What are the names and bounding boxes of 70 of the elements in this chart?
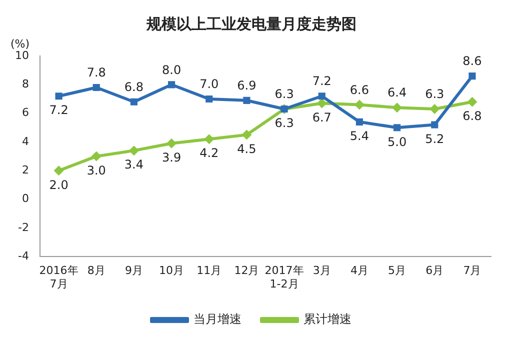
y-tick-label: -4: [18, 249, 29, 262]
point: [316, 98, 327, 108]
point: [130, 98, 138, 106]
point: [92, 84, 100, 92]
point: [54, 166, 64, 176]
x-tick-label: 10月: [159, 264, 184, 278]
point: [91, 151, 102, 162]
x-tick-label: 2017年 1-2月: [264, 264, 304, 290]
data-label: 5.0: [387, 134, 407, 149]
point: [430, 104, 440, 114]
data-label: 6.9: [237, 78, 256, 93]
x-tick-label: 9月: [124, 264, 143, 278]
data-label: 7.2: [49, 103, 68, 118]
point: [431, 121, 438, 128]
data-label: 7.8: [86, 66, 106, 80]
data-label: 6.3: [274, 87, 294, 102]
x-tick-label: 7月: [463, 264, 482, 278]
legend-label: 当月增速: [194, 312, 242, 326]
data-label: 3.9: [162, 150, 182, 165]
y-tick-label: 8: [22, 78, 29, 91]
data-label: 6.3: [425, 87, 444, 102]
point: [354, 100, 364, 110]
data-label: 8.0: [162, 62, 182, 77]
data-label: 2.0: [49, 178, 68, 192]
y-tick-label: -2: [18, 220, 29, 234]
x-tick-label: 12月: [234, 264, 260, 278]
point: [55, 92, 62, 100]
point: [166, 138, 177, 148]
data-label: 6.7: [312, 110, 332, 124]
x-tick-label: 4月: [350, 264, 368, 278]
point: [243, 96, 250, 104]
data-label: 3.4: [124, 158, 144, 172]
chart-title: 规模以上工业发电量月度走势图: [146, 14, 356, 33]
data-label: 6.6: [350, 82, 370, 97]
data-label: 6.4: [387, 86, 407, 100]
x-tick-label: 5月: [388, 264, 406, 278]
data-label: 6.3: [274, 116, 294, 130]
data-label: 5.2: [425, 132, 444, 146]
legend-label: 累计增速: [304, 312, 352, 326]
data-label: 6.8: [462, 108, 482, 123]
x-tick-label: 3月: [312, 264, 331, 278]
data-label: 8.6: [462, 54, 482, 68]
point: [128, 146, 139, 156]
point: [204, 134, 214, 144]
y-tick-label: 6: [22, 106, 29, 120]
point: [394, 124, 401, 132]
x-tick-label: 6月: [426, 264, 444, 278]
point: [242, 130, 252, 140]
data-label: 3.0: [86, 163, 106, 178]
point: [468, 72, 476, 80]
data-label: 7.0: [200, 77, 219, 92]
data-label: 7.2: [312, 74, 332, 88]
data-label: 4.2: [200, 146, 219, 160]
y-tick-label: 10: [14, 48, 29, 62]
data-label: 6.8: [124, 80, 144, 94]
x-tick-label: 11月: [196, 264, 222, 278]
data-label: 5.4: [350, 129, 370, 144]
point: [392, 102, 402, 113]
y-tick-label: 0: [22, 192, 29, 206]
y-tick-label: 2: [22, 163, 29, 176]
point: [356, 118, 363, 126]
point: [467, 96, 478, 107]
data-label: 4.5: [237, 142, 256, 156]
y-axis-title: (%): [10, 37, 30, 50]
x-tick-label: 8月: [87, 264, 106, 278]
point: [318, 92, 326, 100]
point: [168, 81, 176, 88]
y-tick-label: 4: [22, 134, 29, 148]
point: [206, 95, 213, 103]
x-tick-label: 2016年 7月: [39, 264, 78, 290]
